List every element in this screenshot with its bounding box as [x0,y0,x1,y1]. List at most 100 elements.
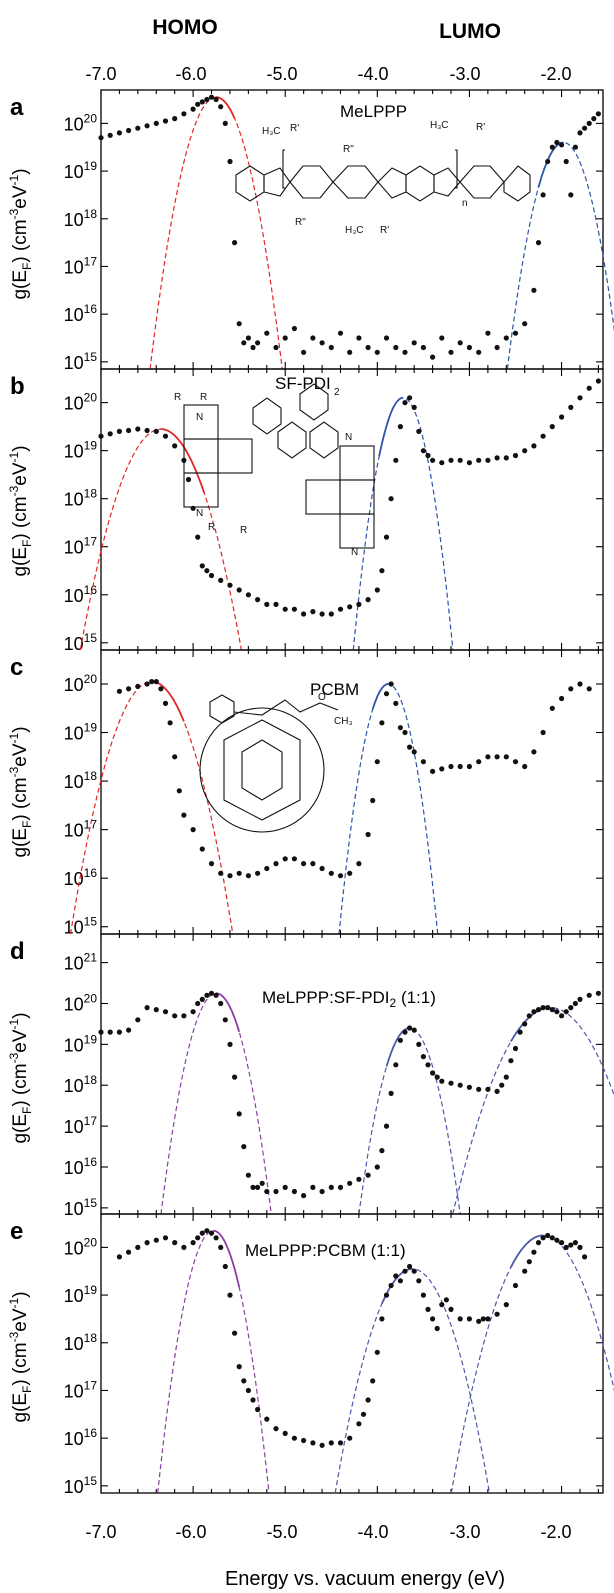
data-point [457,763,463,770]
data-point [310,609,316,615]
data-point [356,861,362,867]
plot-frame [100,933,604,1215]
data-point [273,344,279,351]
gaussian-fit-dashed-lumo [506,141,614,370]
data-point [291,606,297,612]
data-point [227,158,233,165]
data-point [572,1240,579,1246]
pcbm-atom-label: CH₃ [334,716,353,727]
top-x-tick-label: -3.0 [449,64,480,84]
sf-pdi-atom-label: N [351,547,358,558]
annotation-d-tail: (1:1) [396,988,436,1007]
data-point [430,354,436,360]
svg-text:g(EF) (cm-3eV-1): g(EF) (cm-3eV-1) [7,445,34,576]
top-x-tick-label: -7.0 [85,64,116,84]
data-point [153,120,159,126]
data-point [448,1080,454,1086]
data-point [282,1184,288,1190]
data-point [255,1184,261,1190]
data-point [559,414,565,420]
data-point [347,1435,353,1441]
data-point [374,759,380,765]
data-point [319,1188,325,1195]
melppp-atom-label: H₃C [430,120,449,131]
data-point [126,686,132,692]
data-point [388,681,394,687]
data-point [218,577,224,584]
gaussian-fit-solid-lumo1 [385,1027,410,1067]
data-point [448,763,454,770]
melppp-atom-label: R" [343,144,354,155]
data-point [172,1240,178,1246]
data-point [222,1017,228,1023]
data-point [365,1172,371,1178]
data-point [494,344,500,351]
data-point [374,349,380,355]
x-axis-title: Energy vs. vacuum energy (eV) [225,1568,505,1590]
data-point [319,865,325,872]
data-point [572,1000,579,1007]
data-point [282,856,288,862]
data-point [430,1316,436,1322]
data-point [162,1235,169,1241]
data-point [586,686,592,692]
data-point [347,604,353,610]
data-point [153,1237,159,1243]
data-point [153,428,159,434]
data-point [572,144,579,150]
y-tick-label: 1020 [64,111,98,134]
data-point [264,330,270,336]
data-point [526,1013,532,1019]
data-point [466,344,472,351]
data-point [328,870,334,876]
top-x-tick-label: -5.0 [266,64,297,84]
data-point [245,1387,251,1394]
annotation-c: PCBM [310,680,359,699]
data-point [208,990,215,996]
data-point [531,287,537,293]
data-point [586,992,592,998]
data-point [259,1180,265,1186]
data-point [512,1282,519,1289]
y-tick-label: 1015 [64,631,98,654]
ylab-sup: -3 [7,1052,21,1063]
data-point [388,496,394,502]
data-point [204,96,210,103]
data-point [181,812,187,818]
data-point [522,321,528,327]
data-point [457,1082,463,1088]
ylab-part: ) [10,168,31,174]
data-point [199,563,205,569]
data-point [301,861,307,867]
sf-pdi-atom-label: N [196,508,203,519]
data-point [213,96,219,103]
data-point [107,1029,113,1035]
sf-pdi-atom-label: 2 [334,387,340,398]
y-tick-label: 1016 [64,1426,98,1449]
data-point [402,400,408,406]
bottom-x-tick-label: -3.0 [449,1522,480,1542]
data-point [232,240,238,246]
panel-letter: c [10,654,23,681]
data-point [185,476,192,483]
gaussian-fit-solid-homo [151,680,185,722]
data-point [540,729,546,736]
data-point [563,1244,569,1250]
melppp-atom-label: R' [290,123,299,134]
panel-letter: d [10,938,25,965]
y-tick-label: 1020 [64,1235,98,1258]
data-point [526,1259,532,1265]
melppp-atom-label: n [462,198,468,209]
data-point [476,759,482,765]
gaussian-fit-solid-lumo2 [510,1234,544,1268]
data-point [559,1013,565,1019]
data-point [98,433,104,439]
ylab-part: eV [10,462,31,486]
data-point [457,1316,463,1322]
data-point [199,996,205,1003]
data-point [126,127,132,134]
data-point [416,1278,422,1284]
data-point [535,1007,542,1013]
data-point [319,1442,325,1448]
